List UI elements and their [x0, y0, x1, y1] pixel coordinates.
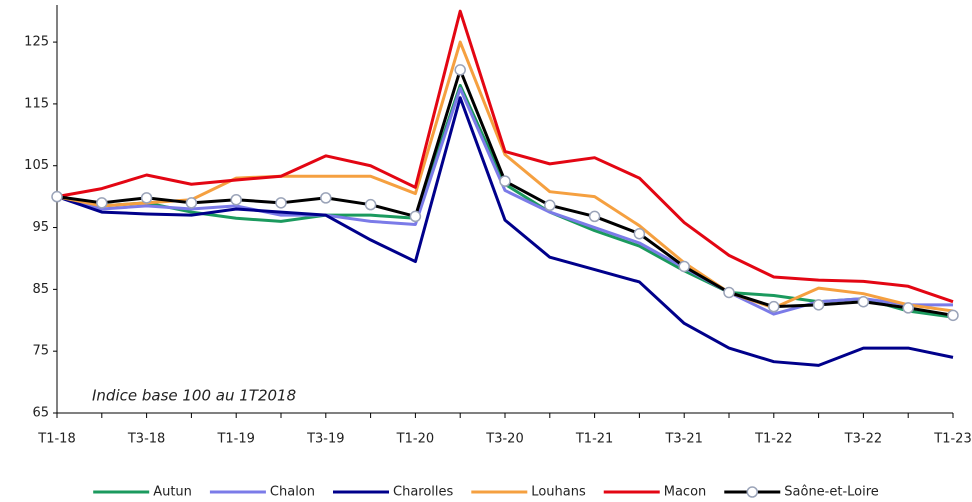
annotation: Indice base 100 au 1T2018	[92, 387, 296, 405]
x-tick-label: T1-20	[396, 432, 434, 447]
point	[768, 300, 780, 313]
point	[499, 175, 511, 187]
legend-label: Saône-et-Loire	[784, 485, 879, 500]
x-tick-label: T3-21	[664, 432, 702, 447]
point	[275, 197, 287, 209]
point	[544, 199, 556, 212]
point	[812, 299, 825, 311]
point	[409, 210, 422, 223]
point	[320, 192, 332, 204]
point	[633, 227, 646, 240]
x-tick-label: T3-20	[485, 432, 523, 447]
point	[947, 309, 959, 322]
legend-item: Chalon	[209, 485, 315, 500]
point	[185, 197, 198, 209]
point	[454, 64, 466, 76]
legend-label: Chalon	[270, 485, 315, 500]
x-tick-label: T3-22	[844, 432, 882, 447]
point	[51, 190, 63, 203]
legend-label: Louhans	[531, 485, 586, 500]
legend: Autun Chalon Charolles Louhans Macon Saône-et…	[93, 485, 879, 500]
x-tick-label: T3-19	[306, 432, 344, 447]
series-line	[56, 9, 954, 304]
legend-label: Autun	[153, 485, 192, 500]
y-tick-label: 115	[24, 96, 49, 111]
legend-marker	[746, 486, 759, 498]
legend-label: Macon	[664, 485, 707, 500]
legend-item: Saône-et-Loire	[724, 485, 879, 500]
legend-item: Louhans	[471, 485, 586, 500]
point	[140, 192, 153, 204]
x-tick-label: T1-18	[37, 432, 75, 447]
point	[723, 286, 735, 299]
legend-label: Charolles	[393, 485, 454, 500]
legend-item: Autun	[93, 485, 192, 500]
y-tick-label: 105	[24, 158, 49, 173]
y-tick-label: 125	[24, 35, 49, 50]
x-tick-label: T1-22	[754, 432, 792, 447]
point	[96, 197, 108, 209]
x-tick-label: T1-23	[933, 432, 971, 447]
x-tick-label: T1-19	[216, 432, 254, 447]
point	[364, 198, 377, 211]
y-tick-label: 65	[32, 406, 49, 421]
x-tick-label: T1-21	[575, 432, 613, 447]
y-tick-label: 85	[32, 282, 49, 297]
series-line	[56, 40, 954, 313]
point	[230, 193, 242, 206]
point	[902, 302, 914, 314]
series-line	[56, 96, 954, 367]
legend-item: Macon	[603, 485, 707, 500]
x-tick-label: T3-18	[127, 432, 165, 447]
y-tick-label: 75	[32, 344, 49, 359]
series-line	[56, 68, 954, 317]
point	[678, 260, 690, 273]
point	[588, 210, 601, 223]
legend-item: Charolles	[333, 485, 454, 500]
point	[857, 295, 870, 308]
y-tick-label: 95	[32, 220, 49, 235]
